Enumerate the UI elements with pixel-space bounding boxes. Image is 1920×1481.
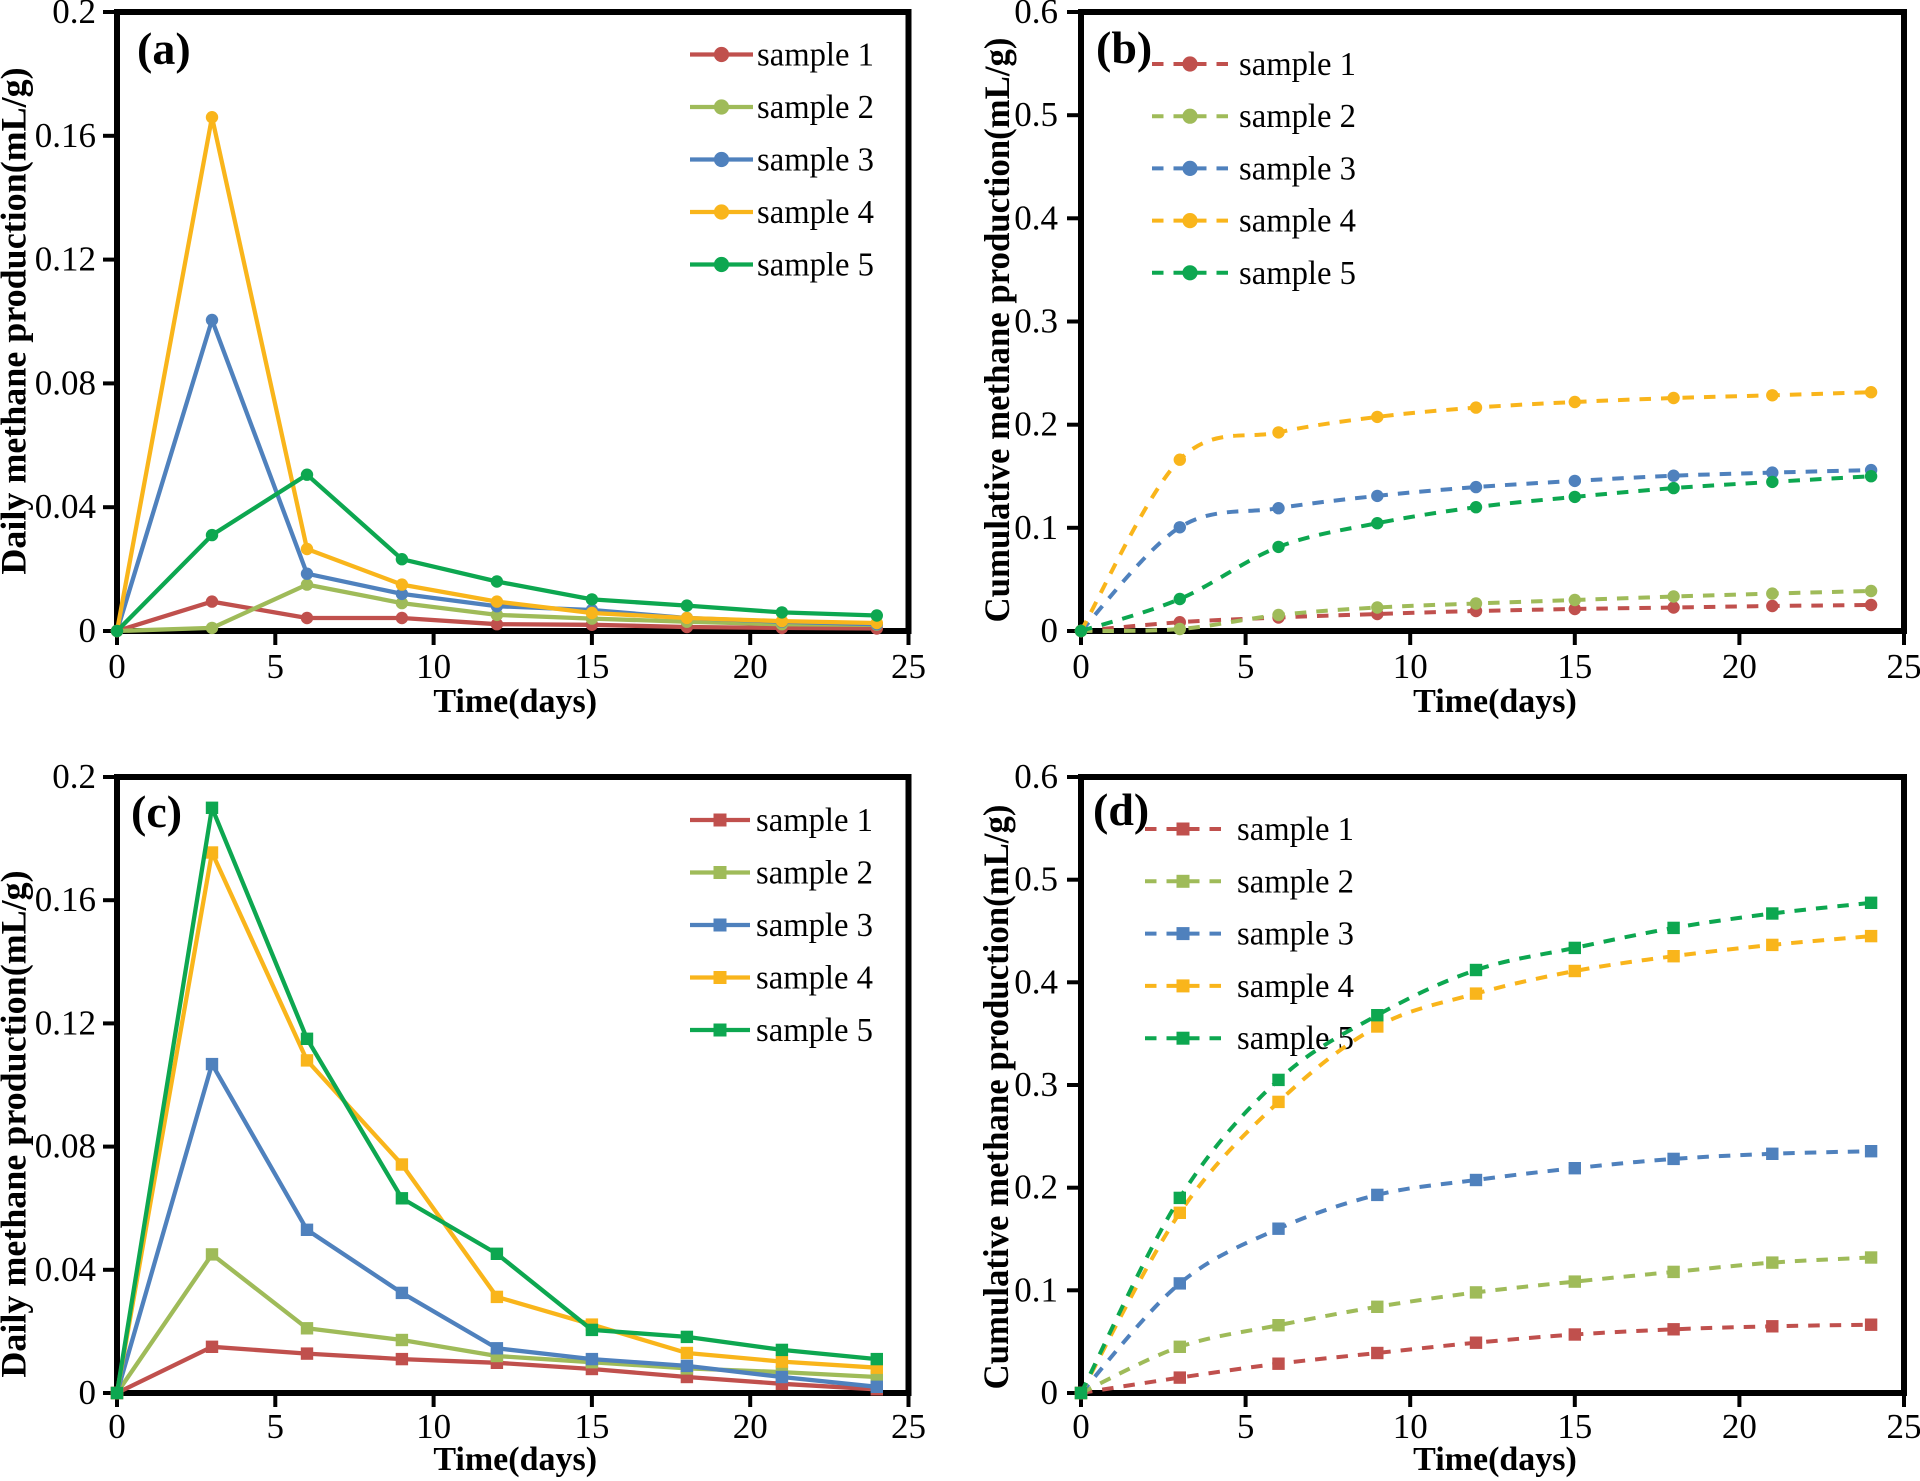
svg-text:0.2: 0.2	[52, 757, 96, 796]
svg-text:sample 3: sample 3	[1239, 150, 1356, 187]
svg-text:Time(days): Time(days)	[1413, 1441, 1577, 1478]
svg-text:0.08: 0.08	[35, 1127, 96, 1166]
svg-text:5: 5	[1237, 647, 1255, 686]
svg-text:15: 15	[574, 1407, 609, 1446]
svg-text:10: 10	[416, 1407, 451, 1446]
svg-text:0.12: 0.12	[35, 1003, 96, 1042]
svg-text:sample 4: sample 4	[1237, 968, 1354, 1005]
svg-text:0.04: 0.04	[35, 487, 96, 526]
svg-text:10: 10	[1393, 1407, 1428, 1446]
svg-text:sample 2: sample 2	[757, 89, 874, 126]
svg-text:0.3: 0.3	[1014, 1065, 1058, 1104]
svg-text:0: 0	[1041, 611, 1059, 650]
svg-text:10: 10	[416, 647, 451, 686]
svg-text:20: 20	[1722, 647, 1757, 686]
svg-text:sample 5: sample 5	[756, 1012, 873, 1049]
svg-text:sample 5: sample 5	[1239, 255, 1356, 292]
svg-text:Cumulative methane production(: Cumulative methane production(mL/g)	[977, 38, 1017, 623]
svg-text:sample 1: sample 1	[756, 802, 873, 839]
svg-text:25: 25	[891, 1407, 926, 1446]
svg-text:0.04: 0.04	[35, 1250, 96, 1289]
svg-text:0.6: 0.6	[1014, 757, 1058, 796]
svg-text:Time(days): Time(days)	[1413, 683, 1577, 720]
svg-text:0.5: 0.5	[1014, 860, 1058, 899]
svg-text:0.2: 0.2	[52, 0, 96, 31]
svg-text:0.4: 0.4	[1014, 198, 1058, 237]
svg-text:sample 4: sample 4	[756, 960, 873, 997]
svg-text:sample 3: sample 3	[756, 907, 873, 944]
svg-text:0: 0	[1072, 647, 1090, 686]
svg-text:20: 20	[733, 1407, 768, 1446]
svg-text:sample 2: sample 2	[756, 855, 873, 892]
svg-text:0.08: 0.08	[35, 363, 96, 402]
svg-text:25: 25	[1887, 1407, 1920, 1446]
svg-text:0.1: 0.1	[1014, 1270, 1058, 1309]
svg-text:0.16: 0.16	[35, 880, 96, 919]
svg-text:0.5: 0.5	[1014, 95, 1058, 134]
svg-text:sample 4: sample 4	[1239, 203, 1356, 240]
svg-text:0.6: 0.6	[1014, 0, 1058, 31]
svg-text:5: 5	[1237, 1407, 1255, 1446]
svg-text:0: 0	[79, 1373, 97, 1412]
svg-text:15: 15	[574, 647, 609, 686]
svg-text:Daily methane production(mL/g): Daily methane production(mL/g)	[0, 67, 34, 574]
svg-text:0.1: 0.1	[1014, 508, 1058, 547]
svg-text:0: 0	[1072, 1407, 1090, 1446]
svg-text:sample 3: sample 3	[1237, 916, 1354, 953]
svg-text:sample 1: sample 1	[1239, 46, 1356, 83]
svg-text:(d): (d)	[1093, 784, 1149, 835]
svg-text:Daily methane production(mL/g): Daily methane production(mL/g)	[0, 870, 34, 1377]
svg-text:sample 4: sample 4	[757, 194, 874, 231]
svg-text:0: 0	[1041, 1373, 1059, 1412]
svg-text:10: 10	[1393, 647, 1428, 686]
svg-text:0: 0	[108, 647, 126, 686]
svg-text:5: 5	[267, 1407, 285, 1446]
svg-text:sample 5: sample 5	[1237, 1020, 1354, 1057]
svg-text:sample 2: sample 2	[1239, 98, 1356, 135]
svg-text:15: 15	[1557, 1407, 1592, 1446]
svg-text:0: 0	[79, 611, 97, 650]
svg-text:20: 20	[1722, 1407, 1757, 1446]
svg-text:25: 25	[1887, 647, 1920, 686]
svg-text:0.4: 0.4	[1014, 962, 1058, 1001]
svg-text:sample 1: sample 1	[757, 37, 874, 74]
svg-text:(b): (b)	[1096, 22, 1152, 73]
svg-text:25: 25	[891, 647, 926, 686]
svg-text:0.3: 0.3	[1014, 302, 1058, 341]
svg-text:0.12: 0.12	[35, 240, 96, 279]
svg-text:0.2: 0.2	[1014, 1168, 1058, 1207]
svg-text:Time(days): Time(days)	[433, 683, 597, 720]
svg-text:sample 1: sample 1	[1237, 811, 1354, 848]
svg-text:0.16: 0.16	[35, 116, 96, 155]
svg-text:15: 15	[1557, 647, 1592, 686]
svg-text:(a): (a)	[137, 23, 191, 74]
svg-text:0.2: 0.2	[1014, 405, 1058, 444]
svg-text:Time(days): Time(days)	[433, 1441, 597, 1478]
svg-text:sample 3: sample 3	[757, 142, 874, 179]
svg-text:5: 5	[267, 647, 285, 686]
svg-text:20: 20	[733, 647, 768, 686]
svg-text:0: 0	[108, 1407, 126, 1446]
svg-text:sample 2: sample 2	[1237, 863, 1354, 900]
svg-text:Cumulative methane production(: Cumulative methane production(mL/g)	[976, 805, 1016, 1390]
svg-text:(c): (c)	[131, 786, 182, 837]
svg-text:sample 5: sample 5	[757, 247, 874, 284]
